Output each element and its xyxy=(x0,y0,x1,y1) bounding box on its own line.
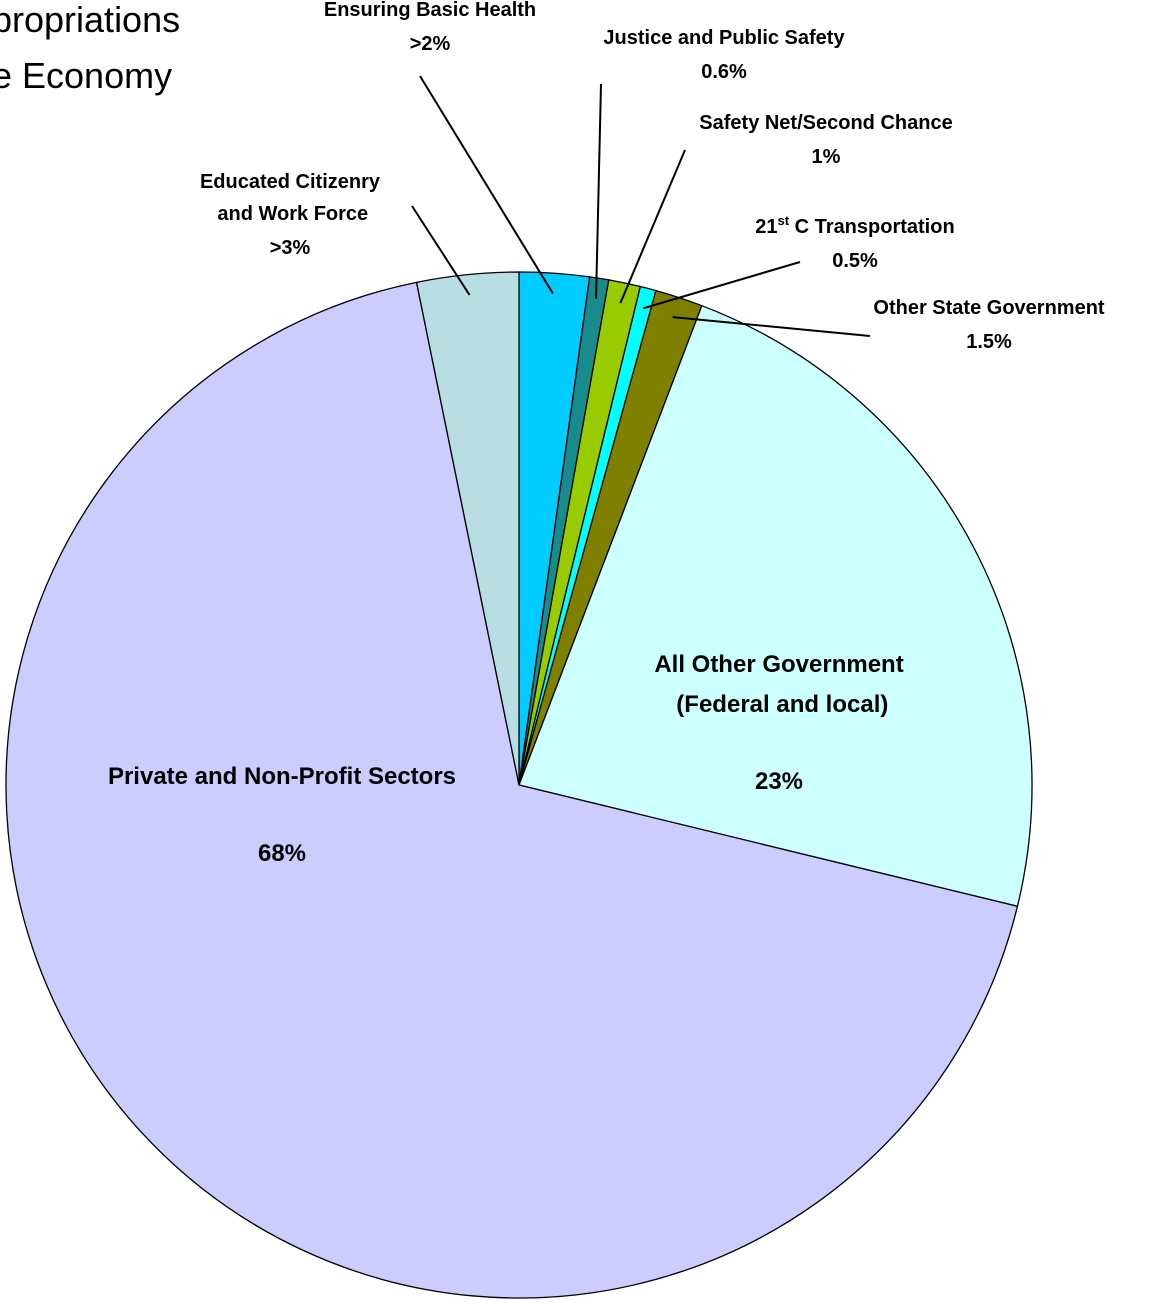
value-label: 0.5% xyxy=(832,250,878,272)
slice-label: 21st C Transportation xyxy=(755,213,954,238)
leader-line xyxy=(642,261,801,310)
pie-slice xyxy=(415,271,520,786)
leader-line xyxy=(411,205,471,296)
slice-label: Safety Net/Second Chance xyxy=(699,112,952,134)
slice-label: All Other Government (Federal and local) xyxy=(654,651,903,718)
slice-label: Educated Citizenry and Work Force xyxy=(200,171,381,225)
value-label: >3% xyxy=(270,237,311,259)
value-label: 1.5% xyxy=(966,331,1012,353)
leader-line xyxy=(619,149,686,304)
value-label: >2% xyxy=(410,33,451,55)
pie-slice xyxy=(5,281,1019,1299)
value-label: 0.6% xyxy=(701,61,747,83)
leader-line xyxy=(672,316,871,337)
slice-label: Ensuring Basic Health xyxy=(324,0,536,21)
slice-label: Justice and Public Safety xyxy=(603,27,845,49)
leader-line xyxy=(419,75,554,295)
value-label: 1% xyxy=(812,146,841,168)
pie-slice xyxy=(518,304,1033,908)
chart-title: e Economy xyxy=(0,55,172,96)
chart-title: propriations xyxy=(0,0,180,40)
slice-label: Other State Government xyxy=(873,297,1105,319)
value-label: 68% xyxy=(258,840,306,867)
leader-line xyxy=(595,83,602,299)
slice-label: Private and Non-Profit Sectors xyxy=(108,763,456,790)
value-label: 23% xyxy=(755,768,803,795)
